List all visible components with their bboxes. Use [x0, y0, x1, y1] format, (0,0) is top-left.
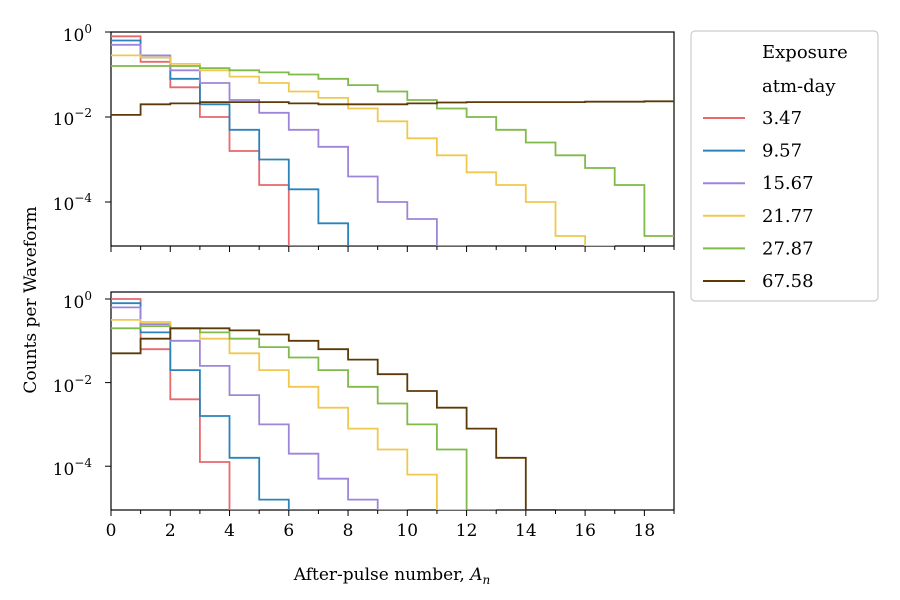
top-panel: 100 10−2 10−4 — [53, 22, 675, 252]
bottom-ytick-label-4: 10−4 — [53, 456, 93, 480]
top-ytick-label-4: 10−4 — [53, 191, 93, 215]
top-plot-frame — [110, 31, 675, 247]
top-series-21-77 — [111, 54, 615, 246]
top-ytick-label-0: 100 — [63, 22, 92, 46]
top-series-67-58 — [111, 100, 674, 116]
bottom-plot-frame — [110, 291, 675, 511]
x-tick-label-0: 0 — [106, 521, 117, 541]
legend-label-27-87: 27.87 — [762, 238, 814, 259]
bottom-y-ticks: 100 10−2 10−4 — [53, 289, 111, 480]
top-series-15-67 — [111, 43, 467, 246]
bottom-panel: 100 10−2 10−4 0 2 4 6 8 10 12 14 16 18 — [53, 289, 675, 541]
x-tick-label-10: 10 — [396, 521, 418, 541]
top-ytick-label-2: 10−2 — [53, 106, 92, 130]
x-tick-label-6: 6 — [283, 521, 294, 541]
bottom-series-27-87 — [111, 325, 497, 510]
x-tick-label-4: 4 — [224, 521, 235, 541]
bottom-series-67-58 — [111, 327, 556, 510]
legend-label-67-58: 67.58 — [762, 271, 814, 292]
legend-entries: 3.47 9.57 15.67 21.77 27.87 67.58 — [703, 108, 814, 292]
top-x-ticks — [110, 246, 675, 252]
x-tick-label-8: 8 — [343, 521, 354, 541]
bottom-x-tick-labels: 0 2 4 6 8 10 12 14 16 18 — [106, 521, 656, 541]
legend-label-21-77: 21.77 — [762, 206, 814, 227]
bottom-series-group — [111, 298, 556, 510]
x-tick-label-18: 18 — [634, 521, 656, 541]
bottom-ytick-label-2: 10−2 — [53, 373, 92, 397]
x-tick-label-2: 2 — [165, 521, 176, 541]
top-y-ticks: 100 10−2 10−4 — [53, 22, 111, 215]
x-tick-label-16: 16 — [574, 521, 596, 541]
legend: Exposure atm-day 3.47 9.57 15.67 21.77 27.87… — [690, 30, 879, 302]
bottom-x-ticks — [110, 510, 675, 516]
legend-box — [690, 30, 879, 302]
top-series-3-47 — [111, 35, 319, 246]
legend-title-line1: Exposure — [762, 42, 848, 63]
x-tick-label-12: 12 — [456, 521, 478, 541]
top-series-27-87 — [111, 65, 674, 237]
x-tick-label-14: 14 — [515, 521, 537, 541]
bottom-ytick-label-0: 100 — [63, 289, 92, 313]
legend-label-15-67: 15.67 — [762, 173, 814, 194]
x-axis-label: After-pulse number, An — [293, 565, 491, 587]
y-axis-label: Counts per Waveform — [21, 206, 41, 393]
bottom-series-9-57 — [111, 302, 319, 510]
legend-label-3-47: 3.47 — [762, 108, 802, 129]
top-series-group — [111, 35, 674, 246]
top-series-9-57 — [111, 39, 378, 246]
legend-label-9-57: 9.57 — [762, 141, 802, 162]
legend-title-line2: atm-day — [762, 76, 836, 97]
